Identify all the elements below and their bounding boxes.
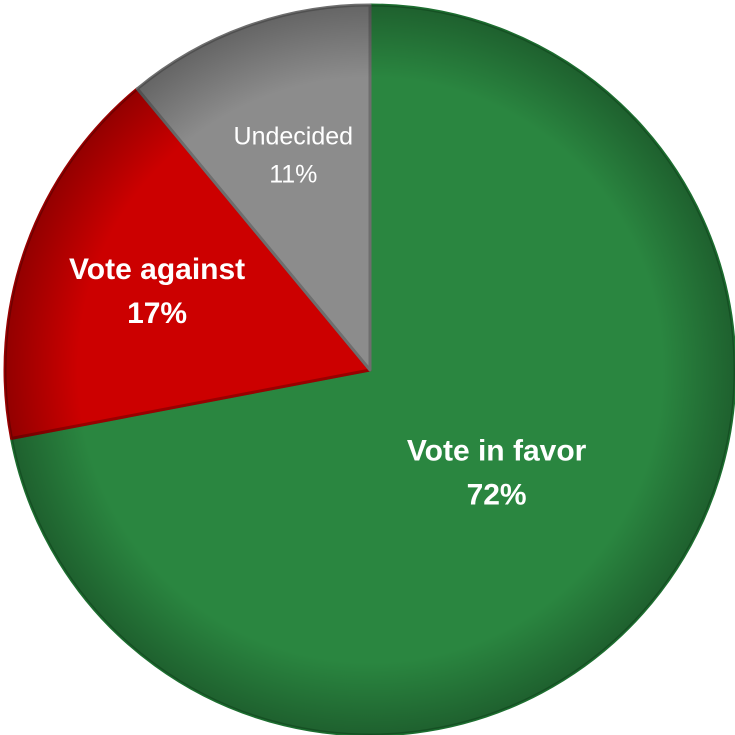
slice-label-vote-against: Vote against <box>69 253 245 286</box>
slice-label-undecided: Undecided <box>234 123 354 151</box>
labels-layer: Vote in favor 72% Vote against 17% Undecided… <box>69 123 587 512</box>
slice-label-vote-in-favor: Vote in favor <box>407 435 587 468</box>
slice-percent-undecided: 11% <box>269 161 317 189</box>
slice-percent-vote-against: 17% <box>127 297 187 330</box>
slices-layer <box>3 3 735 735</box>
slice-percent-vote-in-favor: 72% <box>467 479 527 512</box>
